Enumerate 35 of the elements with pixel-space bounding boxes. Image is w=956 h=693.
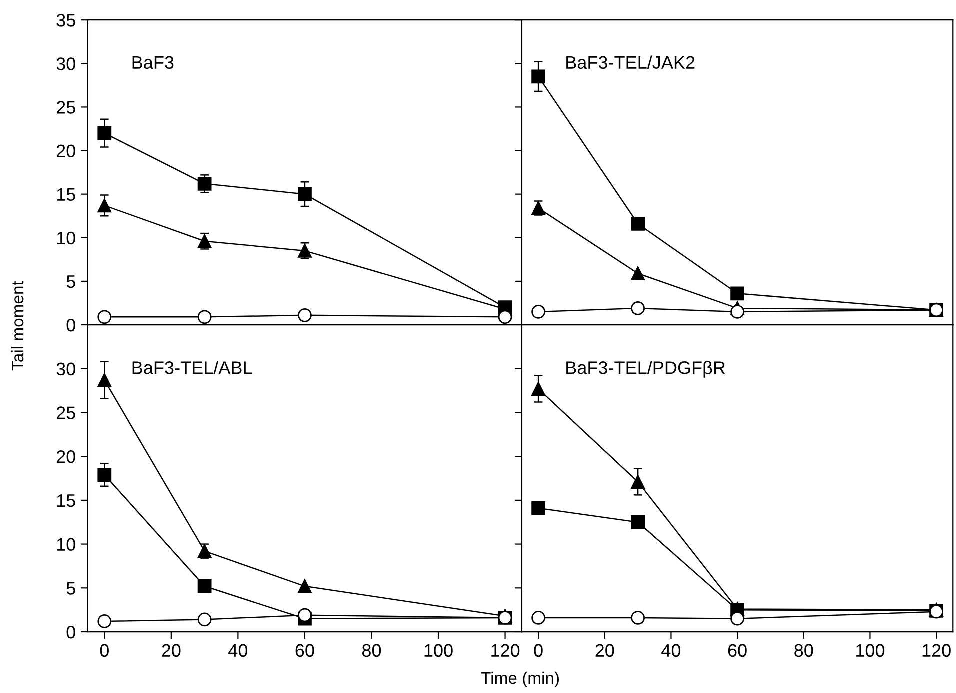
x-tick-label: 0 bbox=[534, 644, 543, 658]
y-tick-label: 15 bbox=[57, 188, 76, 202]
y-tick-label: 25 bbox=[56, 101, 76, 114]
x-tick-label: 0 bbox=[100, 644, 109, 658]
x-tick-label: 40 bbox=[662, 644, 681, 658]
y-tick-label: 20 bbox=[56, 450, 76, 464]
x-tick-label: 100 bbox=[424, 644, 453, 658]
x-tick-label: 80 bbox=[794, 644, 814, 658]
x-tick-label: 60 bbox=[296, 644, 314, 658]
x-tick-label: 100 bbox=[856, 644, 885, 658]
x-axis-title: Time (min) bbox=[481, 672, 560, 688]
annotation: BaF3-TEL/JAK2 bbox=[566, 56, 695, 70]
y-tick-label: 15 bbox=[57, 494, 76, 508]
y-tick-label: 30 bbox=[56, 362, 76, 376]
annotation: BaF3 bbox=[132, 56, 174, 70]
y-tick-label: 0 bbox=[66, 318, 76, 332]
x-tick-label: 120 bbox=[492, 644, 520, 658]
y-axis-title: Tail moment bbox=[11, 281, 24, 371]
y-tick-label: 25 bbox=[56, 406, 76, 420]
y-tick-label: 10 bbox=[57, 538, 76, 552]
annotation: BaF3-TEL/PDGFβR bbox=[566, 361, 726, 378]
x-tick-label: 20 bbox=[596, 644, 614, 658]
y-tick-label: 0 bbox=[66, 626, 76, 639]
x-tick-label: 20 bbox=[162, 644, 181, 658]
y-tick-label: 5 bbox=[66, 582, 76, 595]
x-tick-label: 80 bbox=[362, 644, 382, 658]
y-tick-label: 30 bbox=[56, 58, 76, 70]
annotation: BaF3-TEL/ABL bbox=[132, 361, 252, 374]
y-tick-label: 35 bbox=[56, 14, 76, 27]
x-tick-label: 40 bbox=[228, 644, 248, 658]
y-tick-label: 20 bbox=[56, 144, 76, 158]
x-tick-label: 60 bbox=[728, 644, 747, 658]
x-tick-label: 120 bbox=[922, 644, 951, 658]
y-tick-label: 10 bbox=[57, 232, 76, 245]
y-tick-label: 5 bbox=[66, 276, 76, 288]
